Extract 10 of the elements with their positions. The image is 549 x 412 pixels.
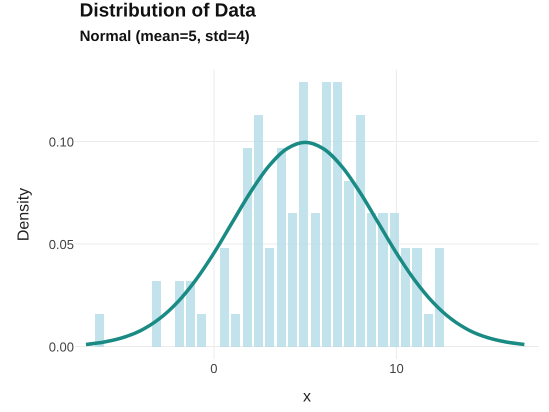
x-axis-title: x xyxy=(303,388,311,406)
chart-title: Distribution of Data xyxy=(80,0,256,22)
y-axis-title: Density xyxy=(16,188,33,242)
chart-subtitle: Normal (mean=5, std=4) xyxy=(80,28,250,46)
y-tick-label: 0.10 xyxy=(48,134,74,150)
x-tick-label: 0 xyxy=(210,361,218,376)
y-tick-label: 0.00 xyxy=(48,339,74,354)
line-series xyxy=(84,140,526,346)
y-tick-label: 0.05 xyxy=(48,236,74,252)
x-tick-label: 10 xyxy=(389,361,404,376)
